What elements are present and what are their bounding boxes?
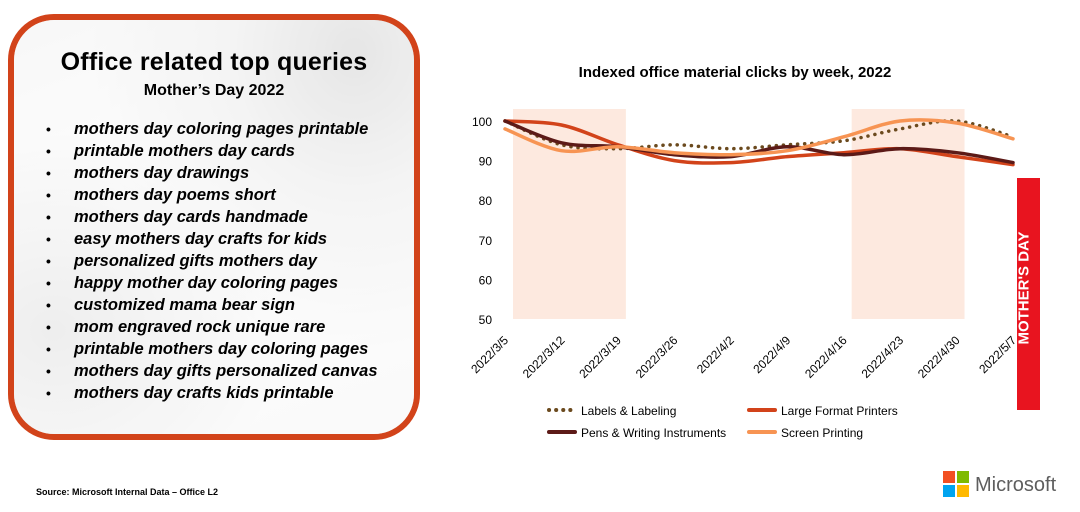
highlight-band bbox=[851, 109, 965, 319]
query-item: • mothers day crafts kids printable bbox=[40, 382, 378, 404]
query-text: mothers day poems short bbox=[74, 186, 276, 204]
series-line bbox=[503, 119, 1015, 167]
x-tick-label: 2022/4/23 bbox=[859, 333, 907, 381]
y-tick-label: 90 bbox=[479, 155, 493, 169]
query-item: • printable mothers day cards bbox=[40, 140, 378, 162]
query-text: customized mama bear sign bbox=[74, 296, 295, 314]
mothers-day-label: MOTHER'S DAY bbox=[1016, 231, 1033, 344]
bullet-icon: • bbox=[46, 319, 51, 335]
y-tick-label: 60 bbox=[479, 273, 493, 287]
query-item: • mothers day poems short bbox=[40, 184, 378, 206]
query-text: easy mothers day crafts for kids bbox=[74, 230, 328, 248]
query-text: mothers day cards handmade bbox=[74, 208, 308, 226]
bullet-icon: • bbox=[46, 165, 51, 181]
x-tick-label: 2022/3/26 bbox=[633, 333, 681, 381]
x-tick-label: 2022/4/2 bbox=[694, 333, 737, 376]
bullet-icon: • bbox=[46, 385, 51, 401]
legend-label: Labels & Labeling bbox=[581, 404, 676, 418]
y-tick-label: 100 bbox=[472, 115, 492, 129]
query-text: mothers day drawings bbox=[74, 164, 250, 182]
legend-label: Pens & Writing Instruments bbox=[581, 426, 726, 440]
query-item: • mothers day drawings bbox=[40, 162, 378, 184]
x-tick-label: 2022/4/16 bbox=[802, 333, 850, 381]
bullet-icon: • bbox=[46, 341, 51, 357]
bullet-icon: • bbox=[46, 231, 51, 247]
x-tick-label: 2022/3/19 bbox=[576, 333, 624, 381]
query-item: • mothers day cards handmade bbox=[40, 206, 378, 228]
source-note: Source: Microsoft Internal Data – Office… bbox=[36, 487, 219, 497]
y-tick-label: 80 bbox=[479, 194, 493, 208]
bullet-icon: • bbox=[46, 363, 51, 379]
bullet-icon: • bbox=[46, 187, 51, 203]
query-item: • happy mother day coloring pages bbox=[40, 272, 378, 294]
query-item: • personalized gifts mothers day bbox=[40, 250, 378, 272]
query-text: mothers day coloring pages printable bbox=[74, 120, 369, 138]
series-line bbox=[503, 118, 1015, 157]
legend-label: Large Format Printers bbox=[781, 404, 898, 418]
legend-label: Screen Printing bbox=[781, 426, 863, 440]
x-tick-label: 2022/4/9 bbox=[750, 333, 793, 376]
query-item: • mothers day coloring pages printable bbox=[40, 118, 378, 140]
panel-title: Office related top queries bbox=[60, 48, 368, 76]
query-item: • printable mothers day coloring pages bbox=[40, 338, 378, 360]
query-item: • mom engraved rock unique rare bbox=[40, 316, 378, 338]
x-tick-label: 2022/5/7 bbox=[976, 333, 1019, 376]
chart-title: Indexed office material clicks by week, … bbox=[578, 64, 892, 81]
series-line bbox=[503, 119, 1015, 165]
mothers-day-marker bbox=[1017, 178, 1040, 410]
query-text: mothers day crafts kids printable bbox=[74, 384, 334, 402]
query-item: • mothers day gifts personalized canvas bbox=[40, 360, 378, 382]
microsoft-logo-icon bbox=[943, 471, 969, 497]
query-text: mothers day gifts personalized canvas bbox=[74, 362, 378, 380]
x-tick-label: 2022/4/30 bbox=[915, 333, 963, 381]
x-tick-label: 2022/3/5 bbox=[468, 333, 511, 376]
y-tick-label: 50 bbox=[479, 313, 493, 327]
bullet-icon: • bbox=[46, 275, 51, 291]
bullet-icon: • bbox=[46, 297, 51, 313]
queries-panel: Office related top queries Mother’s Day … bbox=[8, 14, 420, 440]
query-text: happy mother day coloring pages bbox=[74, 274, 339, 292]
panel-subtitle: Mother’s Day 2022 bbox=[143, 82, 285, 99]
query-text: personalized gifts mothers day bbox=[74, 252, 317, 270]
query-item: • easy mothers day crafts for kids bbox=[40, 228, 378, 250]
query-text: printable mothers day coloring pages bbox=[74, 340, 369, 358]
bullet-icon: • bbox=[46, 121, 51, 137]
x-tick-label: 2022/3/12 bbox=[520, 333, 568, 381]
bullet-icon: • bbox=[46, 253, 51, 269]
query-item: • customized mama bear sign bbox=[40, 294, 378, 316]
query-text: mom engraved rock unique rare bbox=[74, 318, 326, 336]
bullet-icon: • bbox=[46, 143, 51, 159]
y-tick-label: 70 bbox=[479, 234, 493, 248]
query-text: printable mothers day cards bbox=[74, 142, 295, 160]
query-list: • mothers day coloring pages printable • pr… bbox=[40, 118, 378, 404]
bullet-icon: • bbox=[46, 209, 51, 225]
brand-name: Microsoft bbox=[975, 474, 1057, 496]
